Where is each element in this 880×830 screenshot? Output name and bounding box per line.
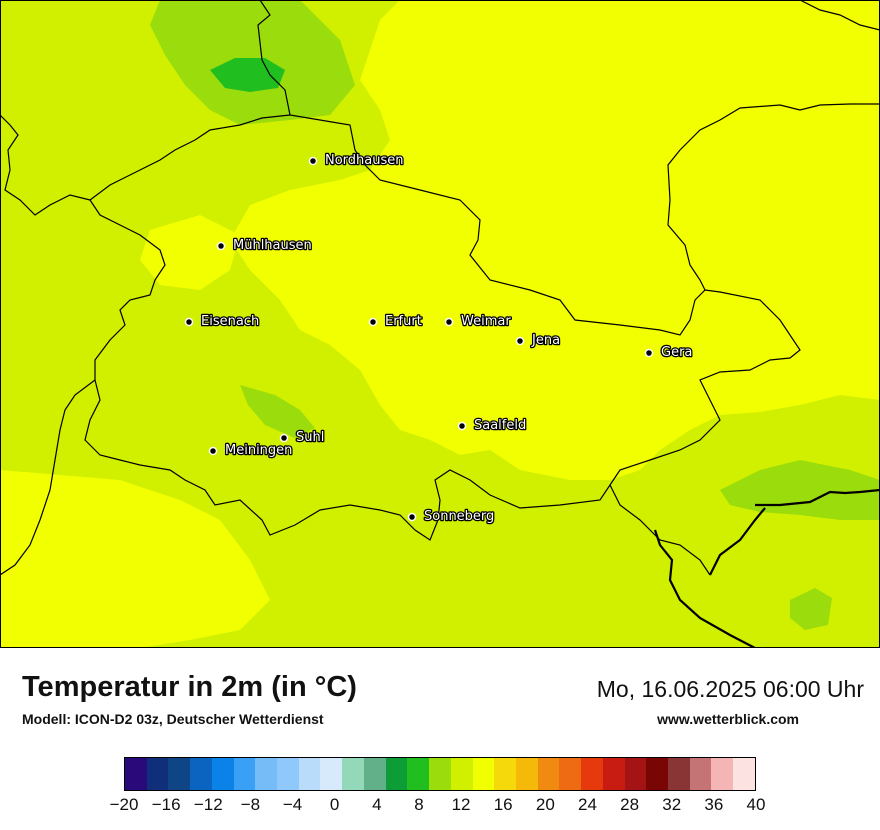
legend-swatch [298,758,321,790]
city-gera: Gera [644,344,694,361]
legend-swatch [494,758,516,790]
city-muehlhausen: Mühlhausen [216,237,313,254]
city-dot [457,421,467,431]
city-dot [279,433,289,443]
legend-tick-label: −4 [282,795,303,814]
city-dot [184,317,194,327]
city-label: Saalfeld [474,418,526,433]
city-label: Eisenach [201,314,259,329]
legend-swatch [711,758,734,790]
city-dot [444,317,454,327]
legend-swatch [407,758,430,790]
temperature-field-warm-south [0,470,270,648]
legend-tick-label: −16 [151,795,181,814]
forecast-datetime: Mo, 16.06.2025 06:00 Uhr [596,676,864,702]
source-link[interactable]: www.wetterblick.com [657,711,799,727]
state-borders [0,0,880,576]
legend-tick-label: 8 [414,795,424,814]
city-dot [644,348,654,358]
legend-swatch [363,758,386,790]
city-label: Gera [661,345,692,360]
legend-swatch [602,758,625,790]
legend-swatch [472,758,495,790]
city-sonneberg: Sonneberg [407,508,496,525]
temperature-field-warm [230,0,880,480]
legend-swatch [429,758,451,790]
legend-swatch [581,758,603,790]
city-nordhausen: Nordhausen [308,152,405,169]
legend-swatch [342,758,364,790]
city-label: Nordhausen [325,153,404,168]
city-label: Erfurt [385,314,422,329]
legend-swatch [146,758,169,790]
temperature-map: Nordhausen Mühlhausen Eisenach Erfurt We… [0,0,880,648]
legend-tick-label: 24 [577,795,597,814]
model-subtitle: Modell: ICON-D2 03z, Deutscher Wetterdie… [22,711,324,727]
legend-swatch [689,758,712,790]
legend-swatch [255,758,278,790]
temperature-field-warm-west [140,215,240,290]
country-border [653,488,880,648]
legend-tick-label: 12 [451,795,471,814]
legend-tick-label: 20 [535,795,555,814]
legend-swatch [168,758,191,790]
city-dot [407,512,417,522]
city-markers: Nordhausen Mühlhausen Eisenach Erfurt We… [184,152,694,525]
city-dot [208,446,218,456]
city-label: Suhl [296,430,324,445]
legend-tick-label: −8 [240,795,261,814]
temperature-field-cold-harz [210,58,285,92]
city-label: Sonneberg [424,509,494,524]
legend-swatch [450,758,473,790]
legend-tick-label: 0 [329,795,340,814]
city-jena: Jena [515,332,561,349]
city-suhl: Suhl [279,429,326,446]
city-meiningen: Meiningen [208,442,294,459]
legend-swatch [515,758,538,790]
legend-swatch [320,758,343,790]
temperature-field-cool-southeast [790,588,832,630]
legend-tick-label: 36 [704,795,724,814]
legend-swatch [233,758,256,790]
city-dot [308,156,318,166]
legend-swatch [211,758,234,790]
legend-tick-label: 40 [746,795,766,814]
legend-swatch [733,758,755,790]
city-label: Mühlhausen [233,238,312,253]
city-label: Jena [531,333,560,348]
city-dot [368,317,378,327]
city-eisenach: Eisenach [184,313,261,330]
legend-tick-label: 28 [620,795,640,814]
temperature-field-cool-forest [240,385,315,438]
city-label: Weimar [461,314,511,329]
city-erfurt: Erfurt [368,313,423,330]
legend-swatch [646,758,668,790]
legend-swatch [537,758,560,790]
city-saalfeld: Saalfeld [457,417,528,434]
legend-swatch [190,758,212,790]
legend-swatch [667,758,690,790]
legend-tick-label: 4 [372,795,382,814]
legend-tick-label: 16 [493,795,513,814]
city-dot [515,336,525,346]
color-legend [124,757,756,791]
map-title: Temperatur in 2m (in °C) [22,671,357,703]
legend-swatch [385,758,408,790]
city-label: Meiningen [225,443,292,458]
city-weimar: Weimar [444,313,513,330]
city-dot [216,241,226,251]
legend-swatch [559,758,582,790]
legend-swatch [624,758,647,790]
legend-swatch [277,758,299,790]
legend-tick-label: −12 [193,795,223,814]
legend-ticks: −20 −16 −12 −8 −4 0 4 8 12 16 20 24 28 32 36 40 [110,795,766,817]
legend-tick-label: −20 [109,795,139,814]
legend-tick-label: 32 [662,795,682,814]
legend-swatch [125,758,147,790]
